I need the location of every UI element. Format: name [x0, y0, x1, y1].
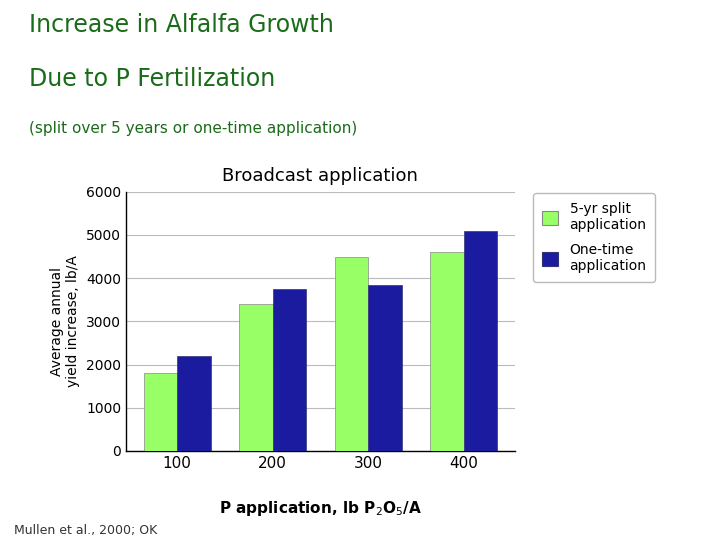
Text: Due to P Fertilization: Due to P Fertilization	[29, 68, 275, 91]
Text: Mullen et al., 2000; OK: Mullen et al., 2000; OK	[14, 524, 158, 537]
Text: P application, lb P$_2$O$_5$/A: P application, lb P$_2$O$_5$/A	[219, 499, 422, 518]
Y-axis label: Average annual
yield increase, lb/A: Average annual yield increase, lb/A	[50, 255, 81, 387]
Bar	[431, 252, 464, 451]
Bar	[239, 304, 273, 451]
Text: (split over 5 years or one-time application): (split over 5 years or one-time applicat…	[29, 122, 357, 137]
Bar	[273, 289, 306, 451]
Text: Increase in Alfalfa Growth: Increase in Alfalfa Growth	[29, 14, 333, 37]
Legend: 5-yr split
application, One-time
application: 5-yr split application, One-time applica…	[534, 193, 655, 282]
Bar	[144, 373, 177, 451]
Bar	[464, 231, 497, 451]
Bar	[177, 356, 210, 451]
Bar	[368, 285, 402, 451]
Title: Broadcast application: Broadcast application	[222, 166, 418, 185]
Bar	[335, 256, 368, 451]
